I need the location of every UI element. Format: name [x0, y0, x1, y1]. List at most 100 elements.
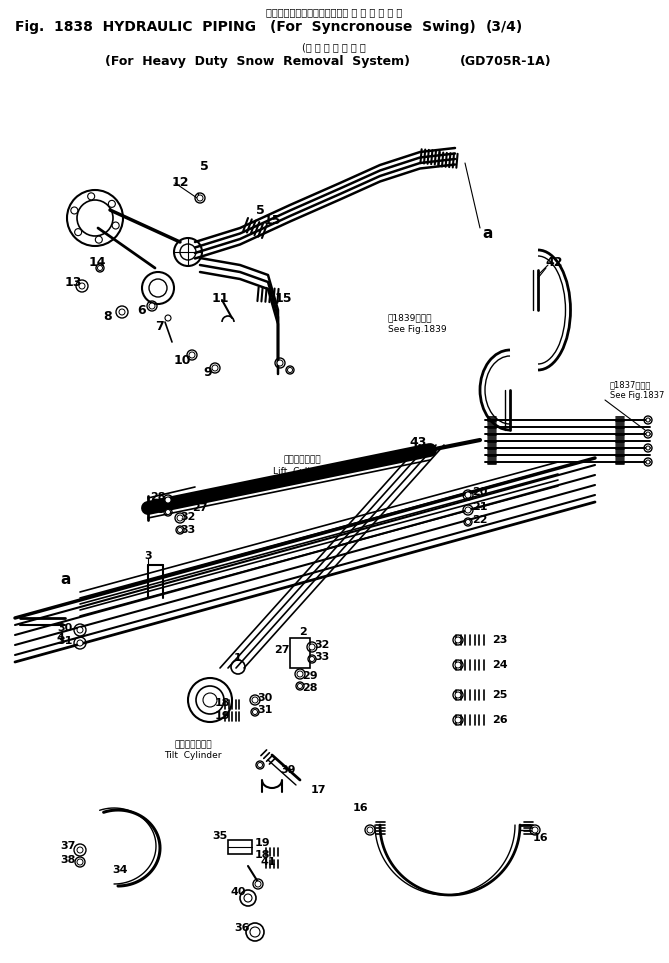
- Circle shape: [197, 195, 203, 201]
- Circle shape: [455, 662, 461, 668]
- Text: 第1839図参照: 第1839図参照: [388, 314, 432, 323]
- Text: 1: 1: [234, 653, 242, 663]
- Text: 26: 26: [492, 715, 508, 725]
- Circle shape: [466, 519, 470, 525]
- Circle shape: [252, 710, 258, 715]
- Text: 27: 27: [192, 503, 208, 513]
- Text: 4: 4: [56, 633, 64, 643]
- Text: 24: 24: [492, 660, 508, 670]
- Text: 6: 6: [138, 303, 147, 317]
- Text: 3: 3: [145, 551, 152, 561]
- Circle shape: [119, 309, 125, 315]
- Text: 41: 41: [260, 857, 276, 867]
- Text: 7: 7: [156, 320, 165, 332]
- Text: 27: 27: [274, 645, 290, 655]
- Text: 31: 31: [258, 705, 273, 715]
- Text: (圧 雪 処 理 装 置 用: (圧 雪 処 理 装 置 用: [302, 42, 366, 52]
- Text: 35: 35: [212, 831, 227, 841]
- Circle shape: [177, 528, 183, 533]
- Circle shape: [149, 303, 155, 309]
- Bar: [290, 638, 310, 668]
- Text: Fig.  1838  HYDRAULIC  PIPING: Fig. 1838 HYDRAULIC PIPING: [15, 20, 256, 34]
- Circle shape: [77, 847, 83, 853]
- Circle shape: [465, 492, 471, 498]
- Circle shape: [165, 509, 171, 514]
- Circle shape: [75, 228, 82, 236]
- Circle shape: [455, 637, 461, 643]
- Text: リフトシリンダ: リフトシリンダ: [283, 455, 321, 464]
- Circle shape: [310, 657, 314, 662]
- Text: 9: 9: [203, 366, 212, 378]
- Text: a: a: [483, 225, 493, 241]
- Circle shape: [252, 697, 258, 703]
- Circle shape: [367, 827, 373, 833]
- Text: 20: 20: [472, 487, 488, 497]
- Text: 15: 15: [263, 214, 281, 226]
- Circle shape: [98, 266, 102, 271]
- Circle shape: [77, 859, 83, 865]
- Text: Lift  Cylinder: Lift Cylinder: [273, 466, 331, 476]
- Text: 10: 10: [173, 353, 191, 367]
- Text: 39: 39: [280, 765, 296, 775]
- Bar: [228, 840, 252, 854]
- Text: (For  Syncronouse  Swing): (For Syncronouse Swing): [270, 20, 476, 34]
- Circle shape: [465, 507, 471, 513]
- Text: ハイドロリックパイピング（左 右 同 時 開 閉 用: ハイドロリックパイピング（左 右 同 時 開 閉 用: [266, 7, 402, 17]
- Circle shape: [189, 352, 195, 358]
- Text: 22: 22: [472, 515, 488, 525]
- Circle shape: [309, 644, 315, 650]
- Text: 23: 23: [492, 635, 508, 645]
- Text: 2: 2: [299, 627, 307, 637]
- Circle shape: [288, 368, 292, 373]
- Text: 32: 32: [314, 640, 330, 650]
- Text: (3/4): (3/4): [486, 20, 523, 34]
- Text: 42: 42: [545, 255, 563, 269]
- Text: 21: 21: [472, 502, 488, 512]
- Text: 第1837図参照: 第1837図参照: [610, 380, 652, 389]
- Text: 18: 18: [254, 850, 270, 860]
- Circle shape: [165, 497, 171, 503]
- Text: 30: 30: [58, 623, 73, 633]
- Text: 31: 31: [58, 636, 73, 646]
- Circle shape: [646, 460, 650, 464]
- Text: 32: 32: [181, 512, 196, 522]
- Circle shape: [108, 200, 115, 207]
- Text: 33: 33: [314, 652, 330, 662]
- Circle shape: [455, 717, 461, 723]
- Circle shape: [71, 207, 78, 214]
- Circle shape: [646, 418, 650, 422]
- Text: 16: 16: [532, 833, 548, 843]
- Text: 11: 11: [211, 292, 229, 304]
- Circle shape: [297, 671, 303, 677]
- Circle shape: [277, 360, 283, 366]
- Circle shape: [455, 692, 461, 698]
- Text: 38: 38: [60, 855, 76, 865]
- Text: 28: 28: [302, 683, 318, 693]
- Text: 25: 25: [492, 690, 508, 700]
- Text: 40: 40: [230, 887, 246, 897]
- Text: チルトシリンダ: チルトシリンダ: [174, 741, 212, 749]
- Text: 33: 33: [181, 525, 195, 535]
- Text: (GD705R-1A): (GD705R-1A): [460, 56, 552, 68]
- Text: 19: 19: [214, 711, 230, 721]
- Text: 5: 5: [199, 160, 208, 172]
- Circle shape: [77, 627, 83, 633]
- Circle shape: [112, 222, 119, 229]
- Text: 17: 17: [310, 785, 326, 795]
- Text: 18: 18: [214, 698, 229, 708]
- Circle shape: [95, 236, 102, 244]
- Text: a: a: [61, 572, 71, 587]
- Text: 43: 43: [409, 436, 427, 450]
- Circle shape: [255, 881, 261, 887]
- Circle shape: [532, 827, 538, 833]
- Text: 34: 34: [112, 865, 128, 875]
- Circle shape: [88, 193, 95, 200]
- Circle shape: [177, 515, 183, 521]
- Circle shape: [77, 640, 83, 646]
- Text: 28: 28: [151, 492, 166, 502]
- Circle shape: [646, 446, 650, 450]
- Circle shape: [212, 365, 218, 371]
- Text: Tilt  Cylinder: Tilt Cylinder: [165, 751, 221, 761]
- Text: 13: 13: [64, 275, 82, 289]
- Text: 12: 12: [171, 176, 189, 190]
